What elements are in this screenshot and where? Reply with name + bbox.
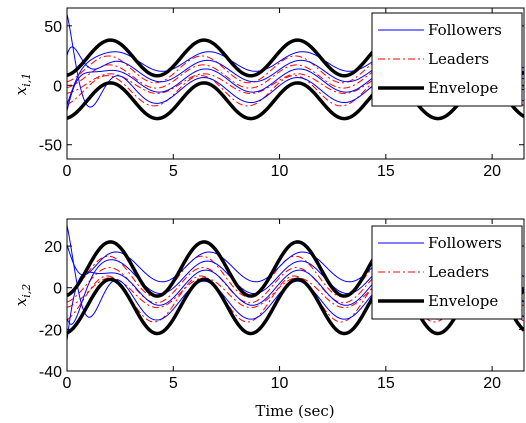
y-axis-label: xi,2 [12, 284, 33, 306]
y-axis-label: xi,1 [12, 73, 33, 95]
legend-label-envelope: Envelope [428, 292, 498, 310]
y-tick-label: -20 [39, 322, 62, 339]
y-tick-label: -50 [39, 138, 62, 155]
legend: Followers Leaders Envelope [371, 12, 523, 107]
legend-label-followers: Followers [428, 21, 502, 39]
envelope-lower-line [67, 81, 524, 121]
x-tick-label: 15 [377, 163, 395, 180]
x-tick-label: 20 [483, 163, 501, 180]
y-tick-label: -40 [39, 364, 62, 381]
envelope-lower-line [67, 277, 524, 336]
x-tick-label: 20 [483, 375, 501, 392]
leader-line [67, 277, 524, 309]
x-tick-label: 0 [63, 163, 72, 180]
y-tick-label: 50 [44, 19, 62, 36]
y-tick-label: 0 [53, 281, 62, 298]
leader-line [67, 64, 524, 89]
x-tick-label: 15 [377, 375, 395, 392]
y-tick-label: 20 [44, 239, 62, 256]
x-tick-label: 10 [271, 375, 289, 392]
x-tick-label: 5 [169, 375, 178, 392]
x-tick-label: 0 [63, 375, 72, 392]
legend-label-followers: Followers [428, 234, 502, 252]
x-axis-label: Time (sec) [255, 402, 334, 420]
y-tick-label: 0 [53, 78, 62, 95]
legend-label-leaders: Leaders [428, 50, 489, 68]
axes-frame [66, 218, 525, 372]
leader-line [67, 275, 524, 323]
axes-frame [66, 7, 525, 160]
leader-line [67, 55, 524, 84]
x-tick-label: 10 [271, 163, 289, 180]
x-tick-label: 5 [169, 163, 178, 180]
legend: Followers Leaders Envelope [371, 225, 523, 320]
subplot-bottom: 0 5 10 15 20 20 0 -20 -40 xi,2 Followers Leaders… [12, 218, 525, 420]
legend-label-envelope: Envelope [428, 79, 498, 97]
legend-label-leaders: Leaders [428, 263, 489, 281]
